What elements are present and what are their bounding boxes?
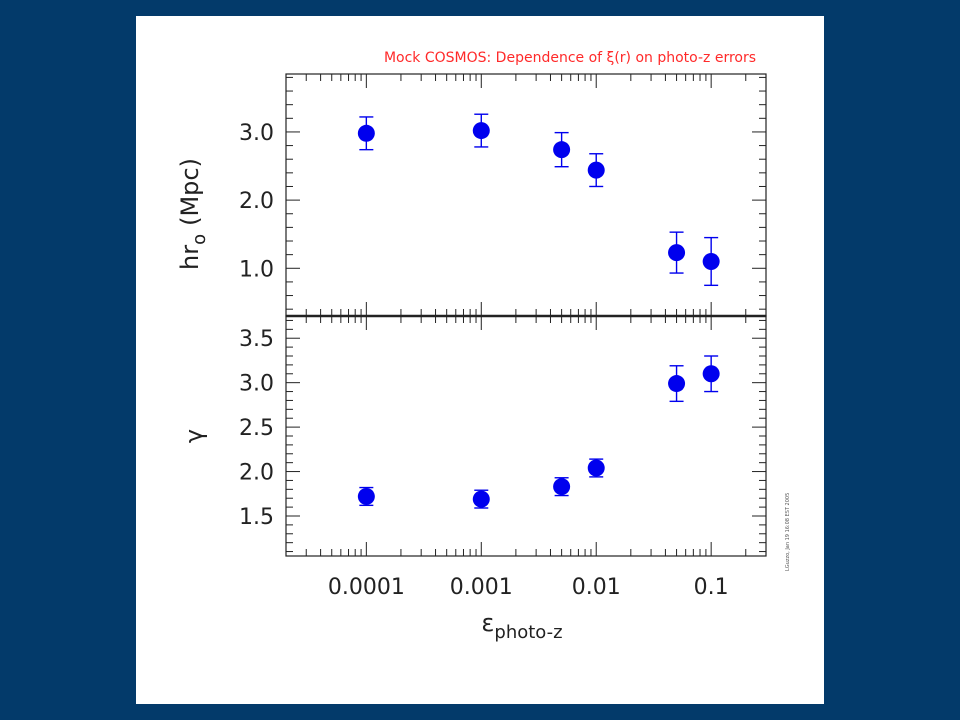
y-tick-label-bottom: 2.5 [239,416,274,441]
data-point-top-1 [357,124,375,142]
chart-title: Mock COSMOS: Dependence of ξ(r) on photo… [384,50,756,66]
x-tick-label: 0.0001 [328,575,405,600]
x-tick-label: 0.1 [694,575,729,600]
y-tick-label-bottom: 2.0 [239,461,274,486]
y-tick-label-top: 1.0 [239,257,274,282]
data-point-bottom-2 [472,490,490,508]
y-tick-label-bottom: 3.5 [239,327,274,352]
y-axis-label-top-unit: (Mpc) [176,158,204,226]
data-point-bottom-6 [702,365,720,383]
data-point-top-2 [472,122,490,140]
plot-area: 1.0 2.0 3.0 1.5 2.0 2.5 3.0 3.5 0.0001 0.001 0.01 0… [239,73,767,600]
x-axis-label: εphoto-z [481,609,562,643]
y-axis-label-top-main: hr [176,245,204,270]
y-tick-label-bottom: 3.0 [239,372,274,397]
slide: Mock COSMOS: Dependence of ξ(r) on photo… [136,16,824,704]
data-point-top-6 [702,252,720,270]
data-point-bottom-5 [668,375,686,393]
y-tick-label-bottom: 1.5 [239,505,274,530]
scatter-chart: Mock COSMOS: Dependence of ξ(r) on photo… [176,50,791,643]
x-axis-label-main: ε [481,609,494,637]
x-tick-label: 0.01 [572,575,621,600]
x-tick-label: 0.001 [450,575,513,600]
data-point-bottom-1 [357,487,375,505]
y-axis-label-top-subscript: o [189,234,210,245]
y-axis-label-top: hro (Mpc) [176,158,210,270]
panel-frame-top [285,73,767,317]
y-axis-label-bottom: γ [180,429,208,443]
y-tick-label-top: 3.0 [239,121,274,146]
plot-timestamp: LGuzzo, Jan 19 16:08 EST 2005 [785,493,791,571]
data-point-top-4 [587,161,605,179]
y-tick-label-top: 2.0 [239,189,274,214]
panel-frame-bottom [285,315,767,557]
x-axis-label-subscript: photo-z [494,622,562,643]
data-point-top-5 [668,244,686,262]
data-point-top-3 [553,141,571,159]
data-point-bottom-4 [587,459,605,477]
data-point-bottom-3 [553,478,571,496]
